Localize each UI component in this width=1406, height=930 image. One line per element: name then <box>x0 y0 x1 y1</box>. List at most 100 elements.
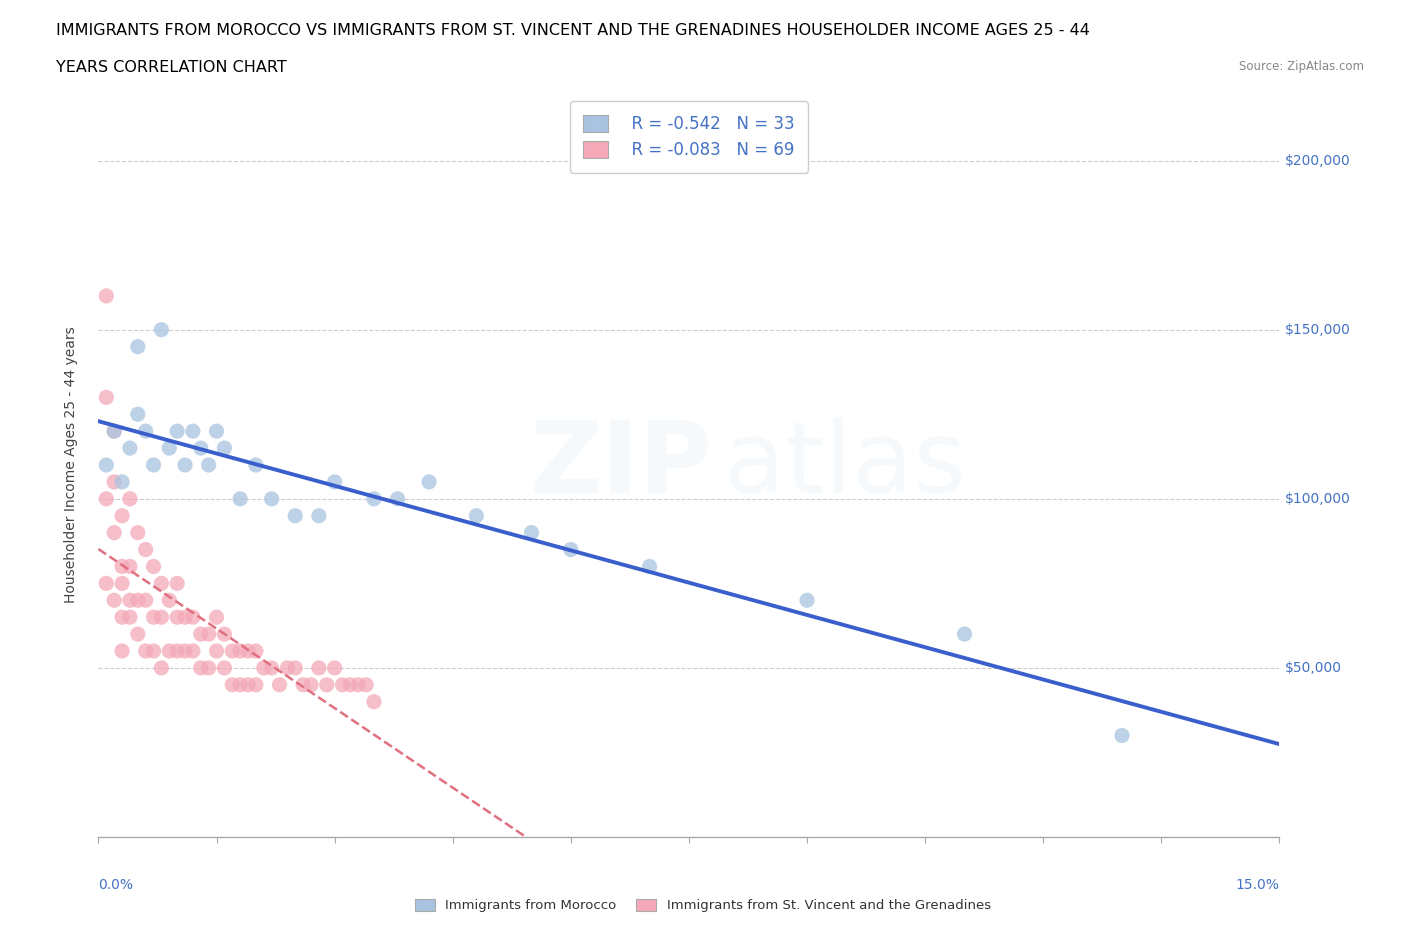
Point <box>308 509 330 524</box>
Point <box>135 424 157 439</box>
Point <box>190 627 212 642</box>
Point <box>214 660 236 675</box>
Point <box>363 695 385 710</box>
Point <box>323 474 346 489</box>
Point <box>953 627 976 642</box>
Point <box>118 592 141 607</box>
Point <box>190 660 212 675</box>
Point <box>118 441 141 456</box>
Legend:   R = -0.542   N = 33,   R = -0.083   N = 69: R = -0.542 N = 33, R = -0.083 N = 69 <box>569 101 808 173</box>
Text: ZIP: ZIP <box>530 417 713 513</box>
Point <box>157 592 180 607</box>
Point <box>221 677 243 692</box>
Point <box>214 627 236 642</box>
Text: $200,000: $200,000 <box>1285 153 1351 167</box>
Point <box>197 458 219 472</box>
Point <box>638 559 661 574</box>
Point <box>127 406 149 421</box>
Point <box>292 677 315 692</box>
Point <box>796 592 818 607</box>
Point <box>103 424 125 439</box>
Point <box>111 509 134 524</box>
Point <box>166 576 188 591</box>
Point <box>299 677 322 692</box>
Point <box>276 660 298 675</box>
Point <box>197 627 219 642</box>
Point <box>135 542 157 557</box>
Text: $50,000: $50,000 <box>1285 661 1343 675</box>
Text: 0.0%: 0.0% <box>98 878 134 892</box>
Point <box>142 458 165 472</box>
Point <box>465 509 488 524</box>
Point <box>214 441 236 456</box>
Text: atlas: atlas <box>724 417 966 513</box>
Point <box>236 677 259 692</box>
Point <box>118 610 141 625</box>
Point <box>96 458 118 472</box>
Point <box>118 559 141 574</box>
Legend: Immigrants from Morocco, Immigrants from St. Vincent and the Grenadines: Immigrants from Morocco, Immigrants from… <box>409 892 997 919</box>
Point <box>150 660 173 675</box>
Point <box>96 288 118 303</box>
Point <box>284 660 307 675</box>
Point <box>354 677 377 692</box>
Point <box>127 627 149 642</box>
Point <box>181 424 204 439</box>
Point <box>157 441 180 456</box>
Point <box>181 644 204 658</box>
Point <box>205 424 228 439</box>
Y-axis label: Householder Income Ages 25 - 44 years: Householder Income Ages 25 - 44 years <box>63 326 77 604</box>
Point <box>103 424 125 439</box>
Point <box>142 644 165 658</box>
Point <box>229 644 252 658</box>
Point <box>135 592 157 607</box>
Text: Source: ZipAtlas.com: Source: ZipAtlas.com <box>1239 60 1364 73</box>
Point <box>229 491 252 506</box>
Point <box>260 660 283 675</box>
Point <box>127 592 149 607</box>
Point <box>135 644 157 658</box>
Point <box>150 323 173 338</box>
Point <box>96 491 118 506</box>
Point <box>103 474 125 489</box>
Point <box>111 576 134 591</box>
Point <box>96 576 118 591</box>
Point <box>181 610 204 625</box>
Point <box>111 610 134 625</box>
Point <box>174 458 197 472</box>
Point <box>520 525 543 540</box>
Text: $100,000: $100,000 <box>1285 492 1351 506</box>
Point <box>103 525 125 540</box>
Point <box>347 677 370 692</box>
Point <box>245 458 267 472</box>
Point <box>236 644 259 658</box>
Point <box>157 644 180 658</box>
Point <box>111 474 134 489</box>
Point <box>96 390 118 405</box>
Point <box>142 610 165 625</box>
Point <box>229 677 252 692</box>
Point <box>166 644 188 658</box>
Point <box>260 491 283 506</box>
Point <box>103 592 125 607</box>
Point <box>245 644 267 658</box>
Point <box>111 559 134 574</box>
Point <box>221 644 243 658</box>
Point <box>166 610 188 625</box>
Point <box>387 491 409 506</box>
Point <box>174 644 197 658</box>
Point <box>205 644 228 658</box>
Point <box>284 509 307 524</box>
Point <box>190 441 212 456</box>
Point <box>332 677 354 692</box>
Point <box>150 610 173 625</box>
Point <box>118 491 141 506</box>
Text: IMMIGRANTS FROM MOROCCO VS IMMIGRANTS FROM ST. VINCENT AND THE GRENADINES HOUSEH: IMMIGRANTS FROM MOROCCO VS IMMIGRANTS FR… <box>56 23 1090 38</box>
Point <box>111 644 134 658</box>
Point <box>205 610 228 625</box>
Point <box>166 424 188 439</box>
Point <box>308 660 330 675</box>
Point <box>174 610 197 625</box>
Text: YEARS CORRELATION CHART: YEARS CORRELATION CHART <box>56 60 287 75</box>
Point <box>269 677 291 692</box>
